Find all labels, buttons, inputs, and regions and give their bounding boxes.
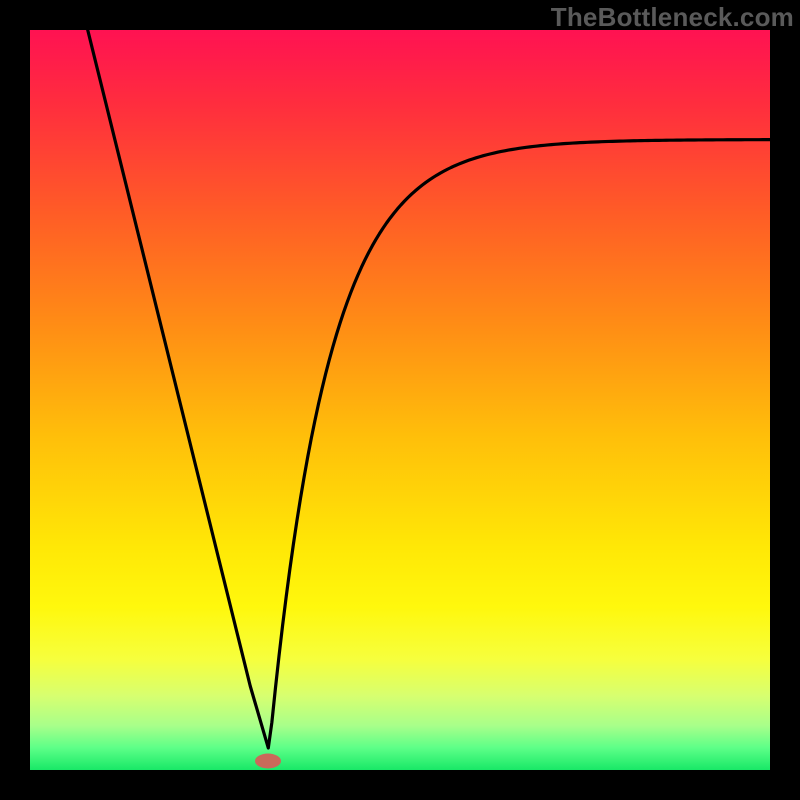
plot-area [30,30,770,770]
watermark-text: TheBottleneck.com [551,2,794,33]
bottleneck-curve [88,30,770,748]
curve-layer [30,30,770,770]
chart-container: TheBottleneck.com [0,0,800,800]
minimum-marker [255,754,281,769]
